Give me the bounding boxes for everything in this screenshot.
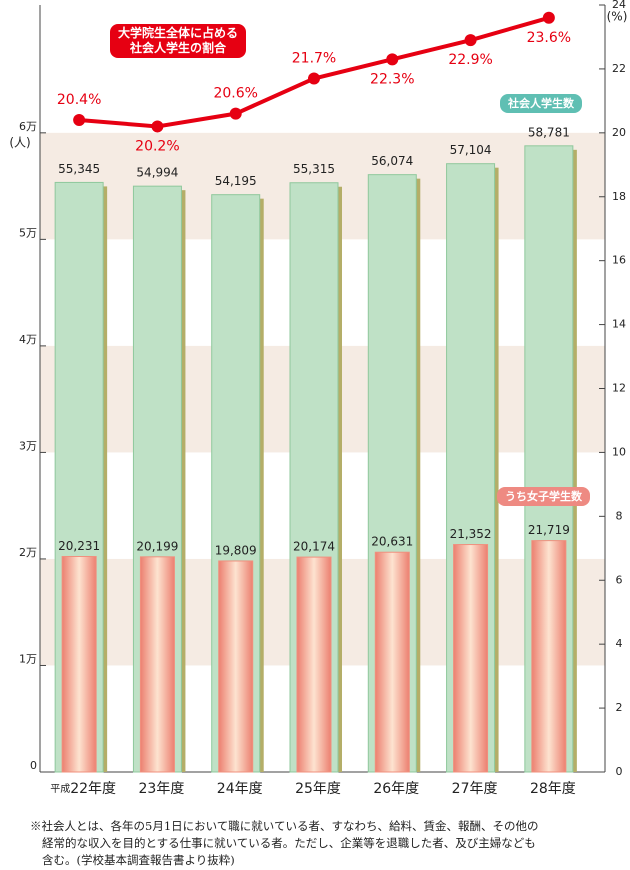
note-line: 含む。(学校基本調査報告書より抜粋)	[42, 853, 235, 867]
bar	[139, 556, 175, 773]
y-tick-label: 0	[30, 759, 37, 772]
line-label: 20.2%	[135, 138, 179, 154]
y2-tick-label: 8	[616, 509, 623, 522]
y-tick-label: 3万	[19, 439, 37, 452]
x-tick-label: 28年度	[530, 781, 576, 797]
value-label: 20,174	[293, 540, 335, 554]
bar	[296, 556, 332, 773]
x-category: 25年度	[295, 781, 341, 797]
x-category: 22年度	[70, 781, 116, 797]
y2-tick-label: 10	[612, 445, 626, 458]
y2-tick-label: 6	[616, 573, 623, 586]
legend-entry: 社会人学生数	[500, 94, 582, 113]
line-point	[386, 53, 399, 66]
value-label: 54,994	[136, 166, 178, 180]
x-category: 26年度	[373, 781, 419, 797]
value-label: 54,195	[215, 174, 257, 188]
value-label: 58,781	[528, 125, 570, 139]
x-category: 27年度	[452, 781, 498, 797]
value-label: 55,345	[58, 162, 100, 176]
x-category: 23年度	[139, 781, 185, 797]
note-line: 経常的な収入を目的とする仕事に就いている者。ただし、企業等を退職した者、及び主婦…	[42, 836, 536, 850]
bar	[374, 551, 410, 773]
y2-tick-label: 16	[612, 254, 626, 267]
value-label: 55,315	[293, 162, 335, 176]
footnote: ※社会人とは、各年の5月1日において職に就いている者、すなわち、給料、賃金、報酬…	[30, 818, 620, 869]
y-tick-label: 6万	[19, 120, 37, 133]
x-category: 24年度	[217, 781, 263, 797]
y2-tick-label: 24	[612, 0, 626, 11]
line-point	[464, 34, 477, 47]
y2-tick-label: 2	[616, 701, 623, 714]
y2-tick-label: 4	[616, 637, 623, 650]
value-label: 56,074	[371, 154, 413, 168]
value-label: 21,352	[450, 527, 492, 541]
line-label: 20.4%	[57, 92, 101, 108]
value-label: 21,719	[528, 523, 570, 537]
line-point	[542, 11, 555, 24]
value-label: 20,231	[58, 539, 100, 553]
y-tick-label: 2万	[19, 546, 37, 559]
line-point	[73, 114, 86, 127]
value-label: 20,199	[136, 539, 178, 553]
line-point	[308, 72, 320, 85]
y2-tick-label: 14	[612, 318, 626, 331]
bar	[453, 544, 489, 773]
value-label: 20,631	[371, 535, 413, 549]
y2-unit: (%)	[607, 10, 628, 24]
y2-tick-label: 20	[612, 126, 626, 139]
line-point	[151, 120, 164, 133]
x-prefix: 平成	[50, 783, 70, 795]
y2-tick-label: 0	[616, 765, 623, 778]
bar	[61, 555, 97, 773]
note-line: ※社会人とは、各年の5月1日において職に就いている者、すなわち、給料、賃金、報酬…	[30, 819, 539, 833]
line-label: 22.3%	[370, 71, 414, 87]
bar	[531, 540, 567, 773]
value-label: 19,809	[215, 543, 257, 557]
x-tick-label: 25年度	[295, 781, 341, 797]
y2-tick-label: 18	[612, 190, 626, 203]
y-tick-label: 5万	[19, 226, 37, 239]
line-label: 23.6%	[527, 30, 571, 46]
x-category: 28年度	[530, 781, 576, 797]
line-label: 21.7%	[292, 51, 336, 67]
x-tick-label: 平成22年度	[50, 781, 116, 797]
line-label: 22.9%	[448, 52, 492, 68]
y-tick-label: 1万	[19, 652, 37, 665]
line-label: 20.6%	[213, 86, 257, 102]
legend-entry: うち女子学生数	[497, 487, 590, 506]
y2-tick-label: 22	[612, 62, 626, 75]
y2-tick-label: 12	[612, 382, 626, 395]
y-tick-label: 4万	[19, 333, 37, 346]
y-unit: (人)	[9, 136, 30, 150]
value-label: 57,104	[450, 143, 492, 157]
x-tick-label: 26年度	[373, 781, 419, 797]
line-point	[229, 107, 242, 120]
x-tick-label: 24年度	[217, 781, 263, 797]
x-tick-label: 23年度	[139, 781, 185, 797]
line-legend: 大学院生全体に占める 社会人学生の割合	[110, 24, 247, 58]
bar	[218, 560, 254, 773]
chart: (人) (%) 01万2万3万4万5万6万0246810121416182022…	[9, 0, 628, 797]
x-tick-label: 27年度	[452, 781, 498, 797]
